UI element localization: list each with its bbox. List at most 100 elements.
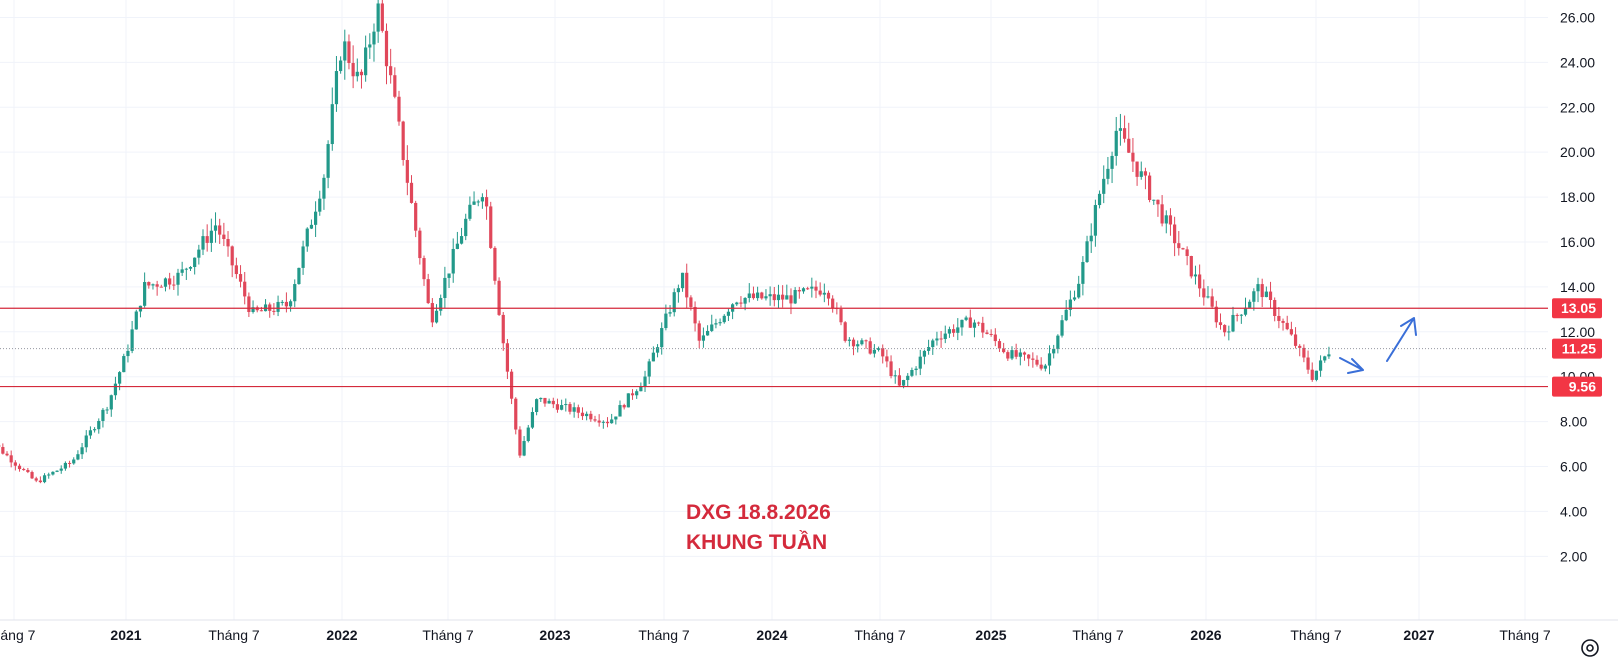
candle-body: [1223, 325, 1226, 332]
candle-body: [1215, 307, 1218, 323]
candle-body: [1044, 366, 1047, 369]
candle-body: [122, 356, 125, 372]
candle-body: [885, 356, 888, 361]
candle-body: [439, 298, 442, 311]
candle-body: [668, 312, 671, 313]
candle-body: [14, 462, 17, 465]
candle-body: [739, 303, 742, 304]
candle-body: [598, 421, 601, 423]
candle-body: [1052, 349, 1055, 354]
candle-body: [89, 430, 92, 435]
candle-body: [606, 422, 609, 423]
arrow-down-right: [1340, 358, 1363, 373]
candle-body: [664, 314, 667, 328]
candle-body: [1311, 370, 1314, 380]
candle-body: [235, 265, 238, 274]
candle-body: [931, 340, 934, 347]
annotation-subtitle: KHUNG TUẦN: [686, 531, 827, 554]
candle-body: [1144, 171, 1147, 175]
candle-body: [527, 428, 530, 441]
annotations: DXG 18.8.2026 KHUNG TUẦN: [686, 501, 831, 554]
candle-body: [623, 405, 626, 407]
candle-body: [443, 278, 446, 298]
candle-body: [210, 231, 213, 243]
candle-body: [777, 295, 780, 300]
candle-body: [181, 269, 184, 272]
candle-body: [1202, 288, 1205, 297]
candle-body: [523, 441, 526, 456]
candle-body: [1131, 153, 1134, 162]
candle-body: [193, 258, 196, 267]
candle-body: [135, 312, 138, 330]
candle-body: [410, 183, 413, 203]
y-tick-label: 14.00: [1560, 279, 1595, 295]
candle-body: [956, 327, 959, 332]
candle-body: [1152, 200, 1155, 201]
x-tick-label: 2022: [326, 627, 357, 643]
candle-body: [26, 470, 29, 472]
candle-body: [285, 302, 288, 306]
candle-body: [381, 3, 384, 30]
candle-body: [531, 412, 534, 428]
candle-body: [548, 401, 551, 404]
candle-body: [43, 475, 46, 482]
candle-body: [706, 331, 709, 335]
candle-body: [385, 31, 388, 66]
candle-body: [176, 273, 179, 285]
candle-body: [1219, 322, 1222, 325]
candle-body: [497, 281, 500, 315]
x-tick-label: 2023: [539, 627, 570, 643]
candle-body: [894, 375, 897, 376]
candle-body: [1281, 321, 1284, 323]
candle-body: [314, 212, 317, 225]
last-price-label: 11.25: [1562, 341, 1596, 357]
candle-body: [589, 414, 592, 419]
y-tick-label: 2.00: [1560, 548, 1587, 564]
candle-body: [714, 323, 717, 324]
candle-body: [481, 197, 484, 201]
candle-body: [1327, 354, 1330, 356]
candle-body: [1277, 316, 1280, 321]
candle-body: [814, 287, 817, 291]
candle-body: [452, 249, 455, 274]
candle-body: [1102, 179, 1105, 194]
candle-body: [106, 409, 109, 410]
candle-body: [994, 335, 997, 342]
candle-body: [1252, 291, 1255, 302]
candle-body: [935, 338, 938, 340]
candle-body: [1248, 302, 1251, 308]
candle-body: [131, 329, 134, 351]
candle-body: [506, 343, 509, 371]
candle-body: [1027, 355, 1030, 359]
y-axis: 2.004.006.008.0010.0012.0014.0016.0018.0…: [1560, 9, 1595, 564]
candle-body: [985, 332, 988, 333]
candle-body: [360, 72, 363, 75]
x-tick-label: 2026: [1190, 627, 1221, 643]
candle-body: [64, 463, 67, 469]
candle-body: [1269, 292, 1272, 300]
candle-body: [514, 399, 517, 430]
y-tick-label: 26.00: [1560, 9, 1595, 25]
candle-body: [819, 291, 822, 295]
gear-icon[interactable]: [1582, 640, 1598, 656]
x-tick-label: háng 7: [0, 627, 36, 643]
candle-body: [447, 274, 450, 278]
candle-body: [718, 322, 721, 323]
candle-body: [1190, 256, 1193, 276]
candle-body: [802, 288, 805, 291]
candle-body: [422, 258, 425, 279]
candle-body: [1298, 346, 1301, 348]
candle-body: [789, 295, 792, 303]
candle-body: [30, 472, 33, 478]
candle-body: [977, 323, 980, 324]
candle-body: [322, 178, 325, 199]
candle-body: [1140, 171, 1143, 177]
candle-body: [556, 404, 559, 410]
candle-body: [1040, 365, 1043, 369]
candle-body: [1119, 128, 1122, 131]
y-tick-label: 16.00: [1560, 234, 1595, 250]
candle-body: [1106, 169, 1109, 179]
candle-body: [293, 284, 296, 301]
